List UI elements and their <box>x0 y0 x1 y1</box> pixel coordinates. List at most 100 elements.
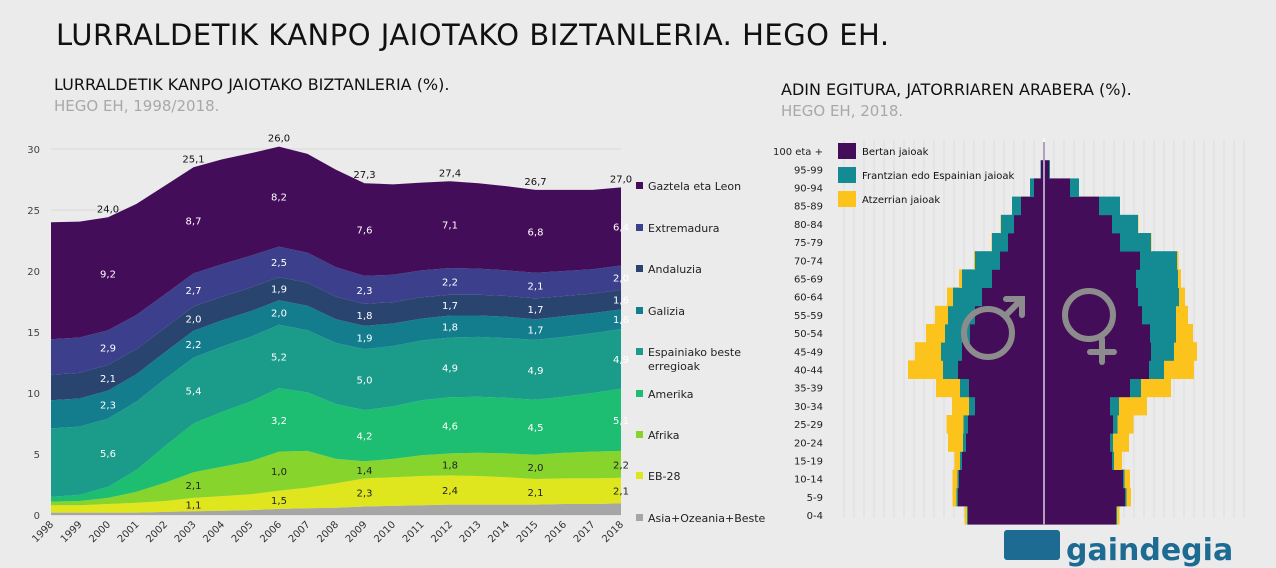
data-label: 2,5 <box>271 258 287 269</box>
pyramid-bar <box>1001 214 1014 234</box>
pyramid-bar <box>1000 214 1001 234</box>
legend-swatch <box>636 348 643 355</box>
y-tick-label: 0 <box>34 511 40 522</box>
pyramid-bar <box>1044 360 1149 379</box>
pyramid-bar <box>959 469 1044 489</box>
pyramid-bar <box>1012 196 1021 216</box>
pyramid-bar <box>1141 378 1171 398</box>
data-label: 1,7 <box>528 326 544 337</box>
data-label: 2,4 <box>442 486 458 497</box>
age-group-label: 15-19 <box>794 457 823 468</box>
data-label: 2,2 <box>613 460 629 471</box>
legend-label: Espainiako beste erregioak <box>648 346 741 373</box>
pyramid-bar <box>935 305 948 325</box>
pyramid-bar <box>915 342 941 361</box>
data-label: 1,7 <box>528 305 544 316</box>
pyramid-bar <box>952 487 957 507</box>
pyramid-bar <box>947 287 953 307</box>
pyramid-bar <box>1140 251 1177 270</box>
pyramid-chart-subtitle: HEGO EH, 2018. <box>781 102 904 120</box>
pyramid-bar <box>943 360 958 379</box>
pyramid-chart-heading: ADIN EGITURA, JATORRIAREN ARABERA (%). H… <box>781 80 1132 120</box>
pyramid-bar <box>966 433 1044 452</box>
legend-swatch <box>636 431 643 438</box>
data-label: 2,1 <box>528 488 544 499</box>
pyramid-bar <box>1000 251 1044 270</box>
x-tick-label: 2018 <box>600 519 626 545</box>
legend-label: Afrika <box>648 429 680 442</box>
pyramid-bar <box>1044 433 1110 452</box>
age-group-label: 95-99 <box>794 165 823 176</box>
data-label: 2,0 <box>613 274 629 285</box>
pyramid-bar <box>1113 415 1118 434</box>
pyramid-bar <box>926 324 945 343</box>
pyramid-chart-title: ADIN EGITURA, JATORRIAREN ARABERA (%). <box>781 80 1132 99</box>
pyramid-bar <box>1126 487 1131 507</box>
pyramid-bar <box>1123 469 1125 489</box>
data-label: 2,1 <box>613 487 629 498</box>
pyramid-bar <box>1044 415 1113 434</box>
age-group-label: 0-4 <box>807 511 823 522</box>
pyramid-bar <box>964 506 967 525</box>
pyramid-bar <box>960 378 969 398</box>
male-circle <box>961 306 1015 360</box>
data-label: 9,2 <box>100 270 116 281</box>
pyramid-bar <box>1044 506 1116 525</box>
legend-swatch <box>636 182 643 189</box>
pyramid-bar <box>1151 342 1174 361</box>
x-tick-label: 2005 <box>230 519 256 545</box>
area-series <box>51 324 621 497</box>
total-label: 27,3 <box>353 170 375 181</box>
area-series <box>51 246 621 375</box>
area-series <box>51 475 621 513</box>
pyramid-bar <box>962 269 992 288</box>
data-label: 2,9 <box>100 344 116 355</box>
pyramid-bar <box>1151 233 1152 252</box>
age-group-label: 20-24 <box>794 438 823 449</box>
x-tick-label: 2013 <box>458 519 484 545</box>
pyramid-bar <box>1044 214 1112 234</box>
data-label: 4,9 <box>442 363 458 374</box>
pyramid-bar <box>968 415 1044 434</box>
pyramid-bar <box>1044 305 1142 325</box>
y-tick-label: 15 <box>27 328 40 339</box>
data-label: 2,1 <box>528 282 544 293</box>
pyramid-bar <box>1049 160 1050 179</box>
legend-label: Andaluzia <box>648 263 702 276</box>
pyramid-bar <box>1044 378 1130 398</box>
data-label: 8,7 <box>186 216 202 227</box>
area-series <box>51 277 621 401</box>
legend-label: Galizia <box>648 305 685 318</box>
x-tick-label: 2017 <box>572 519 598 545</box>
total-label: 26,7 <box>524 177 546 188</box>
pyramid-bar <box>1014 214 1044 234</box>
pyramid-bar <box>1119 396 1147 416</box>
x-tick-label: 2011 <box>401 519 427 545</box>
pyramid-bar <box>1150 324 1176 343</box>
pyramid-bar <box>968 506 1044 525</box>
pyramid-bar <box>1030 178 1034 197</box>
x-tick-label: 2004 <box>201 519 227 545</box>
data-label: 1,4 <box>357 466 373 477</box>
data-label: 1,8 <box>442 460 458 471</box>
area-series <box>51 450 621 506</box>
pyramid-bar <box>1044 269 1136 288</box>
data-label: 7,6 <box>357 226 373 237</box>
y-tick-label: 25 <box>27 206 40 217</box>
pyramid-bar <box>1174 342 1197 361</box>
age-group-label: 80-84 <box>794 220 823 231</box>
data-label: 2,2 <box>442 277 458 288</box>
page-title: LURRALDETIK KANPO JAIOTAKO BIZTANLERIA. … <box>56 18 890 52</box>
data-label: 1,9 <box>271 285 287 296</box>
data-label: 2,0 <box>186 315 202 326</box>
pyramid-bar <box>954 451 960 470</box>
pyramid-bar <box>963 415 968 434</box>
data-label: 1,5 <box>271 496 287 507</box>
pyramid-bar <box>1034 178 1044 197</box>
y-tick-label: 20 <box>27 267 40 278</box>
area-chart: 0 5 10 15 20 25 30 1998 1999 2000 2001 2002 2003 2004… <box>27 134 765 546</box>
x-tick-label: 2007 <box>287 519 313 545</box>
pyramid-bar <box>1112 214 1138 234</box>
male-arrow-head <box>1003 296 1025 318</box>
x-tick-label: 2008 <box>315 519 341 545</box>
